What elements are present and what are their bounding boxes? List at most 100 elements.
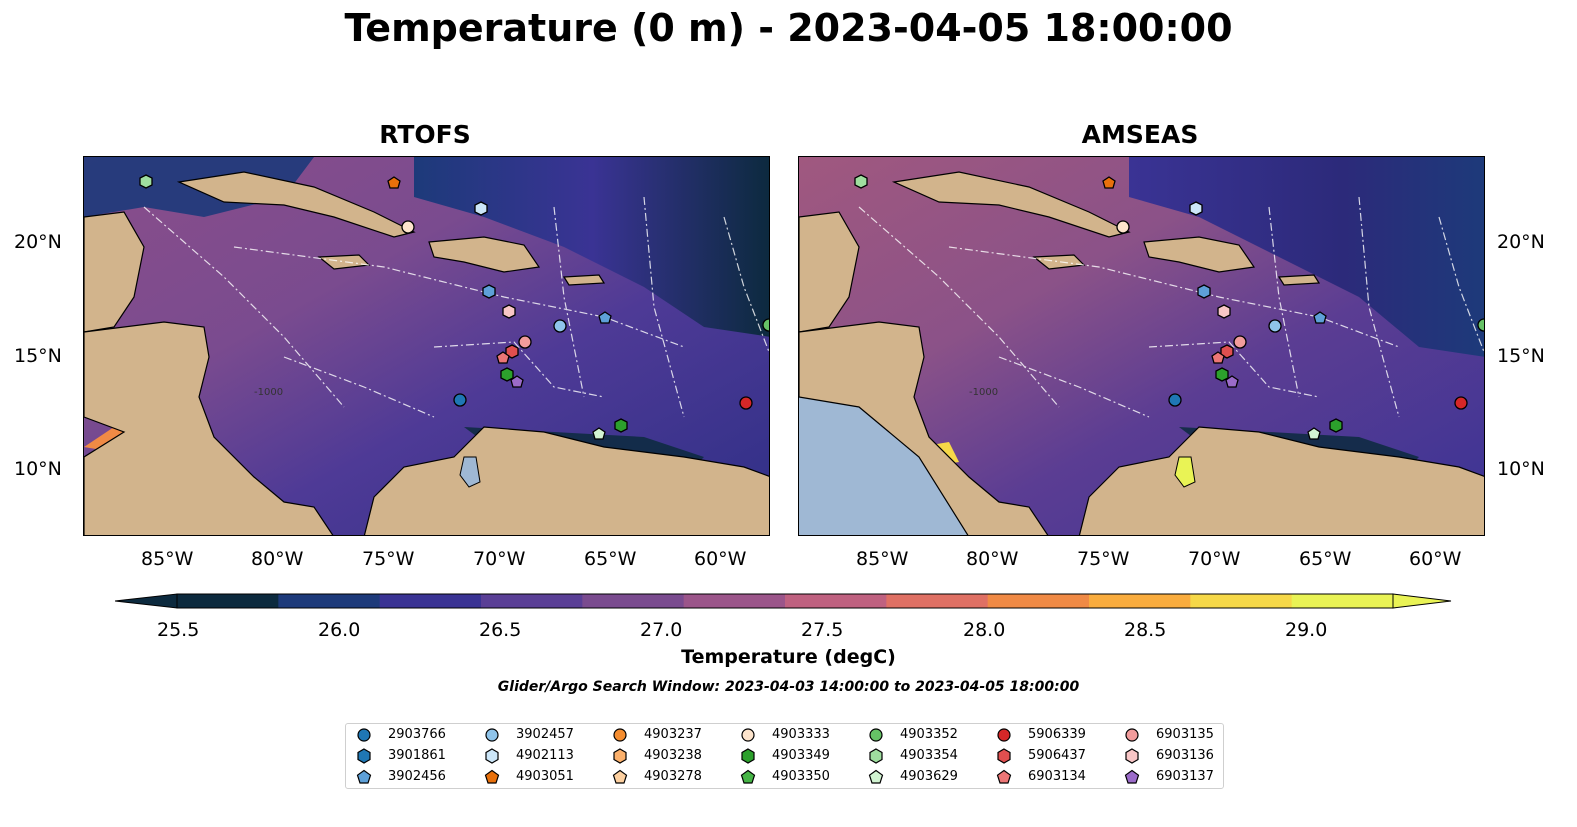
boundary-line: [948, 246, 1400, 348]
colorbar-segment: [886, 594, 989, 608]
colorbar-outline: [176, 593, 1394, 609]
legend-item-label: 6903136: [1156, 748, 1214, 763]
colorbar: [115, 593, 1452, 609]
lon-tick-label: 70°W: [1188, 548, 1241, 570]
boundary-lines: [143, 196, 769, 418]
float-marker[interactable]: [500, 367, 514, 382]
boundary-line: [433, 341, 605, 398]
float-marker[interactable]: [1329, 418, 1343, 433]
circle-marker-icon: [357, 728, 371, 742]
lat-tick-label: 15°N: [14, 345, 62, 367]
lon-tick-label: 70°W: [473, 548, 526, 570]
circle-marker-icon: [997, 728, 1011, 742]
float-marker[interactable]: [614, 418, 628, 433]
hexagon-marker-icon: [997, 748, 1011, 764]
pentagon-marker-icon: [612, 769, 628, 784]
float-marker[interactable]: [1233, 335, 1247, 349]
map-panel-rtofs[interactable]: -1000: [83, 156, 770, 536]
boundary-line: [283, 356, 435, 418]
legend-item-label: 3901861: [388, 748, 446, 763]
legend-item-label: 6903135: [1156, 727, 1214, 742]
float-marker[interactable]: [1116, 220, 1130, 234]
lon-tick-label: 85°W: [141, 548, 194, 570]
colorbar-segment: [582, 594, 685, 608]
lat-tick-label: 10°N: [1497, 458, 1545, 480]
float-marker[interactable]: [1477, 318, 1485, 332]
float-marker[interactable]: [592, 427, 606, 440]
hexagon-marker-icon: [613, 748, 627, 764]
colorbar-segment: [785, 594, 887, 608]
float-marker[interactable]: [510, 375, 524, 388]
maracaibo-lake: [1174, 456, 1196, 488]
colorbar-tick-label: 28.5: [1124, 619, 1167, 641]
float-marker[interactable]: [1215, 367, 1229, 382]
float-marker[interactable]: [1189, 201, 1203, 216]
south-america: [1078, 426, 1484, 535]
figure-title: Temperature (0 m) - 2023-04-05 18:00:00: [344, 6, 1233, 50]
float-marker[interactable]: [1220, 344, 1234, 359]
jamaica: [317, 254, 371, 270]
legend-item-label: 5906339: [1028, 727, 1086, 742]
lat-tick-label: 10°N: [14, 458, 62, 480]
legend-item-label: 3902457: [516, 727, 574, 742]
legend-item-label: 4903350: [772, 769, 830, 784]
colorbar-tick-label: 27.5: [801, 619, 844, 641]
colorbar-tick-label: 25.5: [157, 619, 200, 641]
float-marker[interactable]: [1454, 396, 1468, 410]
float-marker[interactable]: [854, 174, 868, 189]
float-marker[interactable]: [739, 396, 753, 410]
float-marker[interactable]: [1217, 304, 1231, 319]
boundary-line: [998, 356, 1150, 418]
lat-tick-label: 20°N: [1497, 231, 1545, 253]
float-marker[interactable]: [387, 176, 401, 189]
lon-tick-label: 60°W: [694, 548, 747, 570]
jamaica: [1032, 254, 1086, 270]
float-marker[interactable]: [1307, 427, 1321, 440]
float-marker[interactable]: [553, 319, 567, 333]
circle-marker-icon: [613, 728, 627, 742]
colorbar-segment: [1089, 594, 1191, 608]
colorbar-extend-high: [1392, 593, 1452, 609]
central-america: [84, 321, 334, 535]
legend-item-label: 4903349: [772, 748, 830, 763]
land-masses: [799, 171, 1484, 535]
float-marker[interactable]: [1225, 375, 1239, 388]
maracaibo-lake: [459, 456, 481, 488]
lon-tick-label: 85°W: [856, 548, 909, 570]
hexagon-marker-icon: [741, 748, 755, 764]
legend-item-label: 4903333: [772, 727, 830, 742]
float-marker[interactable]: [1102, 176, 1116, 189]
float-marker[interactable]: [1268, 319, 1282, 333]
float-marker[interactable]: [518, 335, 532, 349]
float-marker[interactable]: [482, 284, 496, 299]
lon-tick-label: 80°W: [966, 548, 1019, 570]
float-marker[interactable]: [598, 311, 612, 324]
float-marker[interactable]: [505, 344, 519, 359]
colorbar-tick-label: 27.0: [640, 619, 683, 641]
south-america: [363, 426, 769, 535]
legend-item-label: 6903137: [1156, 769, 1214, 784]
hexagon-marker-icon: [357, 748, 371, 764]
float-marker[interactable]: [1313, 311, 1327, 324]
float-marker[interactable]: [502, 304, 516, 319]
float-markers: [854, 174, 1485, 440]
float-marker[interactable]: [1197, 284, 1211, 299]
lon-tick-label: 75°W: [1077, 548, 1130, 570]
map-panel-amseas[interactable]: -1000: [798, 156, 1485, 536]
colorbar-segment: [278, 594, 381, 608]
float-marker[interactable]: [1211, 351, 1225, 364]
colorbar-segment: [987, 594, 1090, 608]
float-marker[interactable]: [474, 201, 488, 216]
hispaniola: [1143, 236, 1256, 273]
float-marker[interactable]: [139, 174, 153, 189]
pentagon-marker-icon: [1124, 769, 1140, 784]
float-marker[interactable]: [496, 351, 510, 364]
boundary-line: [1148, 341, 1320, 398]
float-marker[interactable]: [453, 393, 467, 407]
float-marker[interactable]: [762, 318, 770, 332]
float-markers: [139, 174, 770, 440]
float-marker[interactable]: [1168, 393, 1182, 407]
float-marker[interactable]: [401, 220, 415, 234]
boundary-line: [643, 196, 685, 418]
lon-tick-label: 65°W: [584, 548, 637, 570]
